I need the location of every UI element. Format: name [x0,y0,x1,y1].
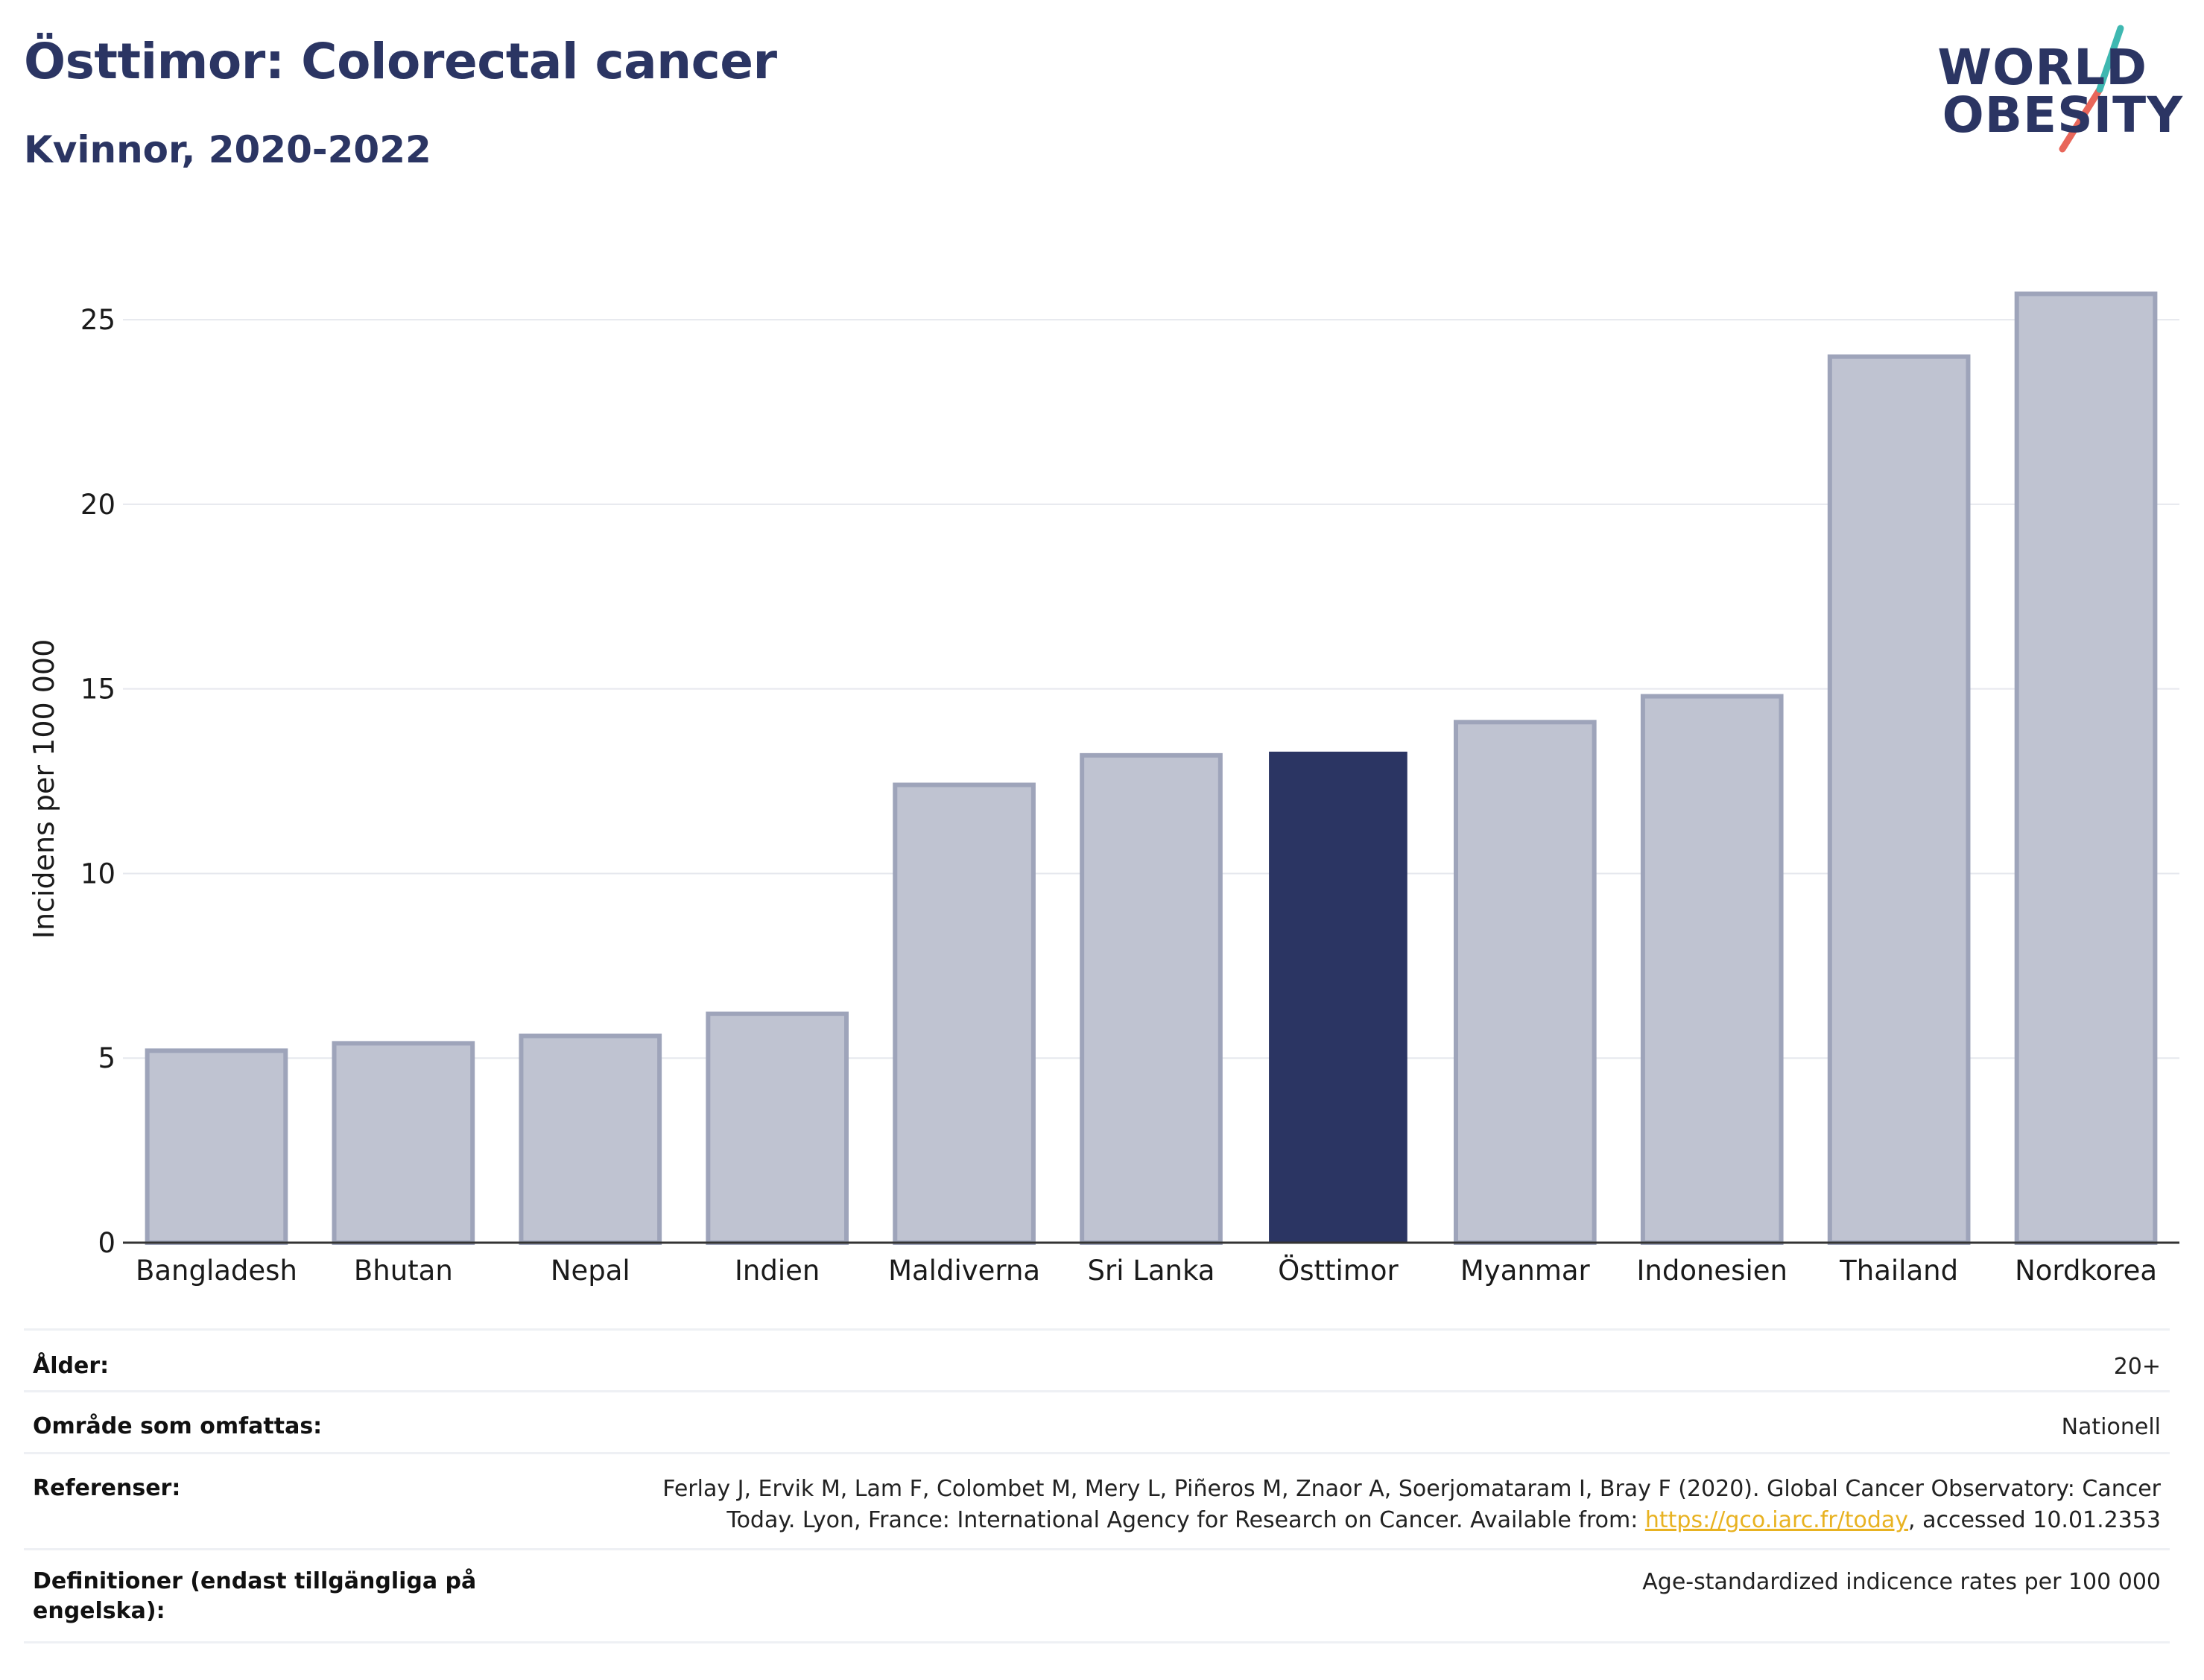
bar-östtimor[interactable] [1269,751,1407,1243]
x-tick-labels: Bangladesh Bhutan Nepal Indien Maldiverna Sri… [136,1255,2157,1287]
x-tick-label: Bhutan [354,1255,453,1287]
y-tick-label: 5 [98,1042,115,1074]
bar-thailand[interactable] [1827,354,1971,1246]
bar-nordkorea[interactable] [2014,291,2158,1245]
y-tick-label: 0 [98,1227,115,1259]
definitions-label-line-2: engelska): [33,1598,165,1624]
bar-nepal[interactable] [519,1033,662,1245]
bar-myanmar[interactable] [1453,720,1597,1245]
references-text-1: Ferlay J, Ervik M, Lam F, Colombet M, Me… [662,1476,2161,1502]
x-tick-label: Thailand [1839,1255,1958,1287]
y-tick-labels: 0 5 10 15 20 25 [80,304,115,1259]
bars [145,291,2158,1246]
x-tick-label: Sri Lanka [1088,1255,1215,1287]
bar-maldiverna[interactable] [893,782,1036,1245]
y-tick-label: 20 [80,489,115,521]
references-text-2: Today. Lyon, France: International Agenc… [726,1507,1645,1533]
logo-text-obesity: OBESITY [1942,86,2183,144]
y-tick-label: 15 [80,673,115,706]
definitions-label-line-1: Definitioner (endast tillgängliga på [33,1568,477,1594]
logo-text-world: WORLD [1937,39,2147,96]
definitions-label: Definitioner (endast tillgängliga på eng… [24,1550,563,1643]
info-row-age: Ålder: 20+ [24,1329,2170,1392]
references-link[interactable]: https://gco.iarc.fr/today [1644,1507,1909,1533]
x-tick-label: Indien [735,1255,820,1287]
bar-chart: 0 5 10 15 20 25 Bangladesh Bhutan Nepal Indien Ma… [28,291,2179,1287]
age-value: 20+ [2113,1354,2161,1380]
info-row-references: Referenser: Ferlay J, Ervik M, Lam F, Co… [24,1453,2170,1550]
logo-slash-icon [2059,25,2124,153]
bar-sri-lanka[interactable] [1080,752,1223,1245]
y-tick-label: 25 [80,304,115,336]
x-tick-label: Maldiverna [888,1255,1040,1287]
x-tick-label: Nepal [551,1255,630,1287]
chart-title: Östtimor: Colorectal cancer [24,33,777,90]
area-value: Nationell [2061,1414,2161,1440]
info-row-definitions: Definitioner (endast tillgängliga på eng… [24,1549,2170,1643]
y-axis-title: Incidens per 100 000 [28,639,60,939]
info-row-area: Område som omfattas: Nationell [24,1391,2170,1454]
y-tick-label: 10 [80,858,115,890]
bar-indien[interactable] [706,1011,849,1246]
references-text-3: , accessed 10.01.2353 [1908,1507,2161,1533]
world-obesity-logo: WORLD OBESITY [1937,22,2191,156]
bar-bhutan[interactable] [332,1041,475,1246]
x-tick-label: Myanmar [1460,1255,1591,1287]
info-table: Ålder: 20+ Område som omfattas: Nationel… [24,1328,2170,1643]
definitions-value: Age-standardized indicence rates per 100… [1642,1569,2161,1595]
x-tick-label: Indonesien [1636,1255,1787,1287]
age-label: Ålder: [33,1353,110,1379]
bar-bangladesh[interactable] [145,1048,288,1246]
chart-subtitle: Kvinnor, 2020-2022 [24,128,431,171]
x-tick-label: Östtimor [1278,1255,1399,1287]
bar-indonesien[interactable] [1640,694,1784,1245]
area-label: Område som omfattas: [33,1413,323,1439]
references-label: Referenser: [33,1475,181,1501]
x-tick-label: Bangladesh [136,1255,297,1287]
references-value: Ferlay J, Ervik M, Lam F, Colombet M, Me… [563,1454,2170,1550]
x-tick-label: Nordkorea [2015,1255,2157,1287]
